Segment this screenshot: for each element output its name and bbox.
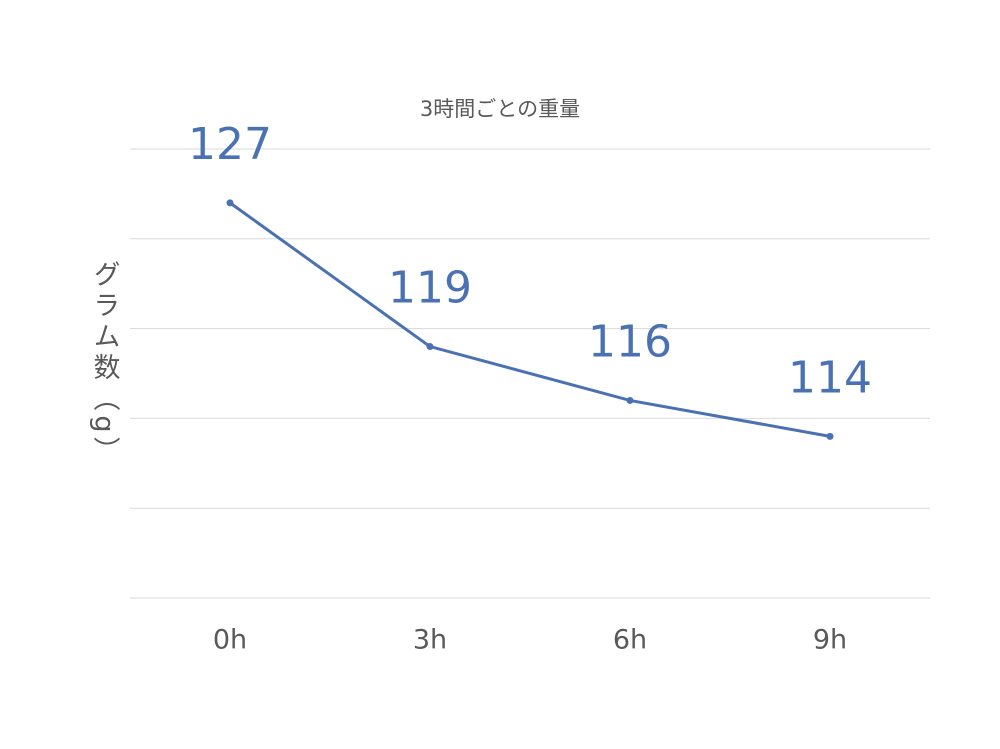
data-label: 119 [388, 263, 472, 314]
y-axis-label: グラム数（g） [89, 260, 121, 467]
x-tick-label: 9h [813, 625, 847, 656]
x-tick-label: 6h [613, 625, 647, 656]
data-label: 114 [788, 352, 872, 403]
x-tick-label: 3h [413, 625, 447, 656]
data-point [426, 343, 434, 351]
data-point [626, 396, 634, 404]
data-line [229, 201, 831, 438]
chart-title: 3時間ごとの重量 [420, 97, 580, 121]
data-point [826, 432, 834, 440]
data-label: 127 [188, 119, 272, 170]
data-point [226, 199, 234, 207]
data-label: 116 [588, 316, 672, 367]
x-tick-label: 0h [213, 625, 247, 656]
